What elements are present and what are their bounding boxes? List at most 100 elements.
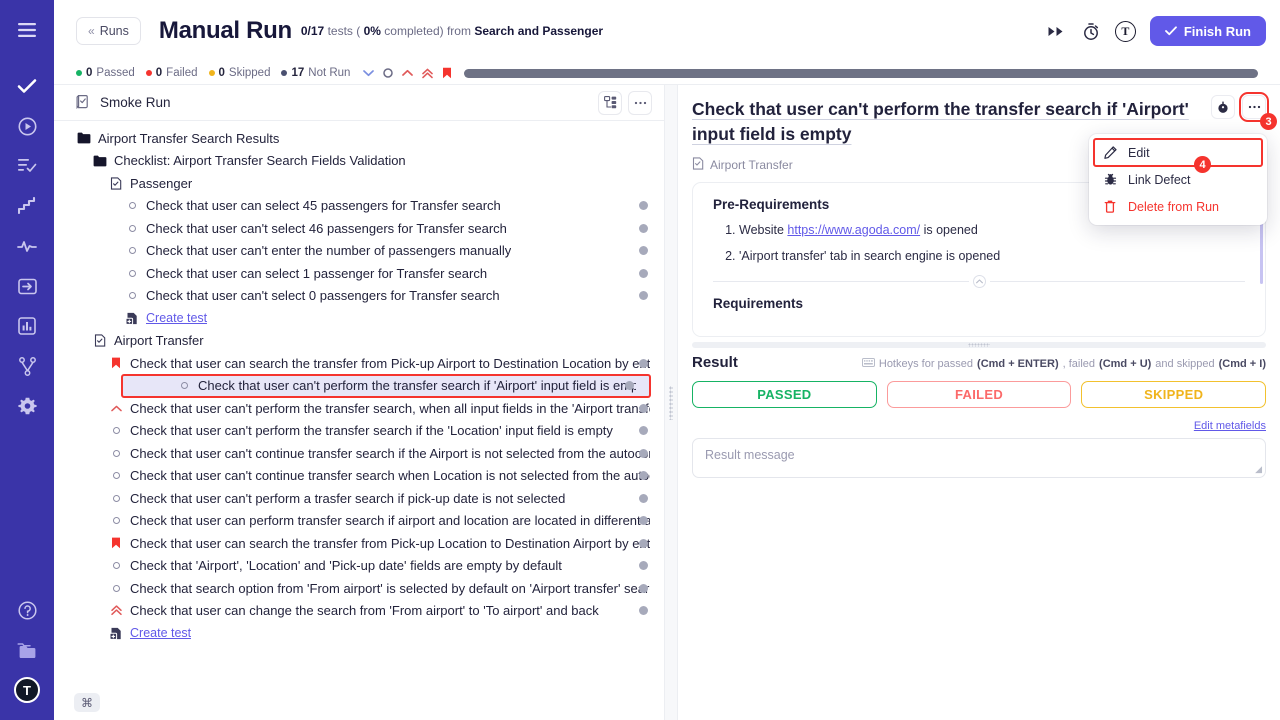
- priority-none-icon: [176, 382, 192, 390]
- check-icon[interactable]: [0, 66, 54, 106]
- menu-item-delete-from-run[interactable]: Delete from Run: [1089, 193, 1267, 220]
- status-skipped: 0 Skipped: [208, 67, 270, 79]
- tree-test-row[interactable]: Check that user can perform transfer sea…: [54, 510, 664, 533]
- create-test-link[interactable]: Create test: [54, 307, 664, 330]
- timer-icon[interactable]: [1081, 21, 1101, 41]
- gear-icon[interactable]: [0, 386, 54, 426]
- tree-test-row[interactable]: Check that user can't select 46 passenge…: [54, 217, 664, 240]
- list-check-icon[interactable]: [0, 146, 54, 186]
- tree-test-row[interactable]: Check that 'Airport', 'Location' and 'Pi…: [54, 555, 664, 578]
- tree-row-label: Passenger: [130, 175, 193, 191]
- collapse-divider[interactable]: [713, 274, 1245, 288]
- test-status-dot: [639, 426, 648, 436]
- horizontal-scrollbar-grip-icon: [968, 342, 990, 347]
- tree-test-row[interactable]: Check that user can change the search fr…: [54, 600, 664, 623]
- test-title: Check that user can't perform the transf…: [692, 99, 1189, 145]
- card-fade-overlay: [693, 313, 1265, 336]
- user-avatar-topbar[interactable]: T: [1114, 20, 1136, 42]
- check-icon: [1164, 26, 1177, 36]
- import-icon[interactable]: [0, 266, 54, 306]
- git-branch-icon[interactable]: [0, 346, 54, 386]
- tree-test-row[interactable]: Check that search option from 'From airp…: [54, 577, 664, 600]
- finish-run-label: Finish Run: [1183, 23, 1251, 39]
- status-not-run: 17 Not Run: [281, 67, 350, 79]
- file-check-icon: [108, 177, 124, 190]
- menu-item-edit[interactable]: Edit: [1089, 139, 1267, 166]
- priority-none-icon: [124, 247, 140, 255]
- tree-more-button[interactable]: [628, 90, 652, 115]
- tree-test-row[interactable]: Check that user can search the transfer …: [54, 532, 664, 555]
- not-run-dot-icon: [281, 70, 288, 76]
- tree-test-row[interactable]: Check that user can't perform the transf…: [54, 420, 664, 443]
- prerequirements-list: Website https://www.agoda.com/ is opened…: [713, 223, 1245, 263]
- edit-metafields-link[interactable]: Edit metafields: [1193, 419, 1266, 432]
- prerequirements-heading: Pre-Requirements: [713, 196, 830, 212]
- tree-group-row[interactable]: Passenger: [54, 172, 664, 195]
- test-info-button[interactable]: [1211, 95, 1235, 119]
- priority-low-icon[interactable]: [363, 69, 375, 77]
- skipped-dot-icon: [208, 70, 215, 76]
- test-status-dot: [639, 448, 648, 458]
- folder-icon[interactable]: [0, 630, 54, 670]
- priority-high-icon[interactable]: [402, 69, 414, 77]
- skipped-button[interactable]: SKIPPED: [1081, 380, 1267, 408]
- tree-test-row[interactable]: Check that user can't select 0 passenger…: [54, 285, 664, 308]
- collapse-chevron-icon[interactable]: [972, 274, 986, 288]
- help-icon[interactable]: [0, 590, 54, 630]
- back-to-runs-button[interactable]: « Runs: [76, 17, 141, 45]
- hotkeys-hint: Hotkeys for passed (Cmd + ENTER) , faile…: [861, 357, 1266, 370]
- failed-button[interactable]: FAILED: [886, 380, 1072, 408]
- tree-group-row[interactable]: Airport Transfer: [54, 330, 664, 353]
- play-circle-icon[interactable]: [0, 106, 54, 146]
- passed-button[interactable]: PASSED: [692, 380, 877, 408]
- avatar[interactable]: T: [0, 670, 54, 710]
- chart-icon[interactable]: [0, 306, 54, 346]
- resize-handle-icon[interactable]: ◢: [1255, 463, 1262, 474]
- detail-actions: 3: [1211, 92, 1277, 130]
- trash-icon: [1103, 200, 1117, 213]
- run-meta: 0/17 tests ( 0% completed) from Search a…: [301, 24, 603, 38]
- test-tree-list[interactable]: Airport Transfer Search Results Checklist…: [54, 121, 664, 720]
- prerequirement-link[interactable]: https://www.agoda.com/: [787, 222, 921, 237]
- hotkeys-and: and skipped: [1155, 357, 1215, 370]
- edit-metafields-row: Edit metafields: [692, 417, 1266, 432]
- tree-test-row[interactable]: Check that user can select 1 passenger f…: [54, 262, 664, 285]
- hotkeys-fail-combo: (Cmd + U): [1099, 357, 1152, 370]
- run-meta-tests: tests (: [327, 24, 361, 38]
- horizontal-scrollbar[interactable]: [692, 341, 1266, 348]
- fast-forward-icon[interactable]: [1047, 21, 1067, 41]
- failed-count: 0: [155, 67, 163, 79]
- result-message-input[interactable]: Result message ◢: [692, 437, 1266, 478]
- test-status-dot: [625, 381, 634, 391]
- priority-medium-icon[interactable]: [383, 68, 394, 78]
- activity-icon[interactable]: [0, 226, 54, 266]
- tree-test-row[interactable]: Check that user can select 45 passengers…: [54, 195, 664, 218]
- tree-test-row[interactable]: Check that user can't continue transfer …: [54, 442, 664, 465]
- menu-item-link-defect[interactable]: Link Defect: [1089, 166, 1267, 193]
- tree-group-row[interactable]: Checklist: Airport Transfer Search Field…: [54, 150, 664, 173]
- test-suite-breadcrumb[interactable]: Airport Transfer: [692, 157, 1266, 173]
- tree-test-row[interactable]: Check that user can't enter the number o…: [54, 240, 664, 263]
- card-scrollbar[interactable]: [1260, 188, 1263, 284]
- tree-layout-button[interactable]: [598, 90, 622, 115]
- create-test-link[interactable]: Create test: [54, 622, 664, 645]
- tree-test-row[interactable]: Check that user can't perform the transf…: [121, 373, 651, 398]
- tree-test-row[interactable]: Check that user can't perform the transf…: [54, 397, 664, 420]
- test-status-dot: [639, 268, 648, 278]
- finish-run-button[interactable]: Finish Run: [1149, 16, 1266, 46]
- menu-icon[interactable]: [0, 10, 54, 50]
- tree-test-row[interactable]: Check that user can search the transfer …: [54, 352, 664, 375]
- command-key-button[interactable]: ⌘: [74, 693, 100, 712]
- tree-test-row[interactable]: Check that user can't continue transfer …: [54, 465, 664, 488]
- panel-splitter[interactable]: [664, 84, 678, 720]
- run-meta-project: Search and Passenger: [474, 24, 604, 38]
- prerequirement-text-pre: 'Airport transfer' tab in search engine …: [739, 248, 1001, 263]
- priority-highest-icon[interactable]: [442, 67, 452, 79]
- tree-test-row[interactable]: Check that user can't perform a trasfer …: [54, 487, 664, 510]
- priority-none-icon: [124, 224, 140, 232]
- tree-group-row[interactable]: Airport Transfer Search Results: [54, 127, 664, 150]
- priority-veryhigh-icon[interactable]: [422, 68, 434, 79]
- steps-icon[interactable]: [0, 186, 54, 226]
- tree-row-label: Check that 'Airport', 'Location' and 'Pi…: [130, 558, 562, 574]
- context-menu[interactable]: Edit Link Defect Delete from Run: [1089, 134, 1267, 225]
